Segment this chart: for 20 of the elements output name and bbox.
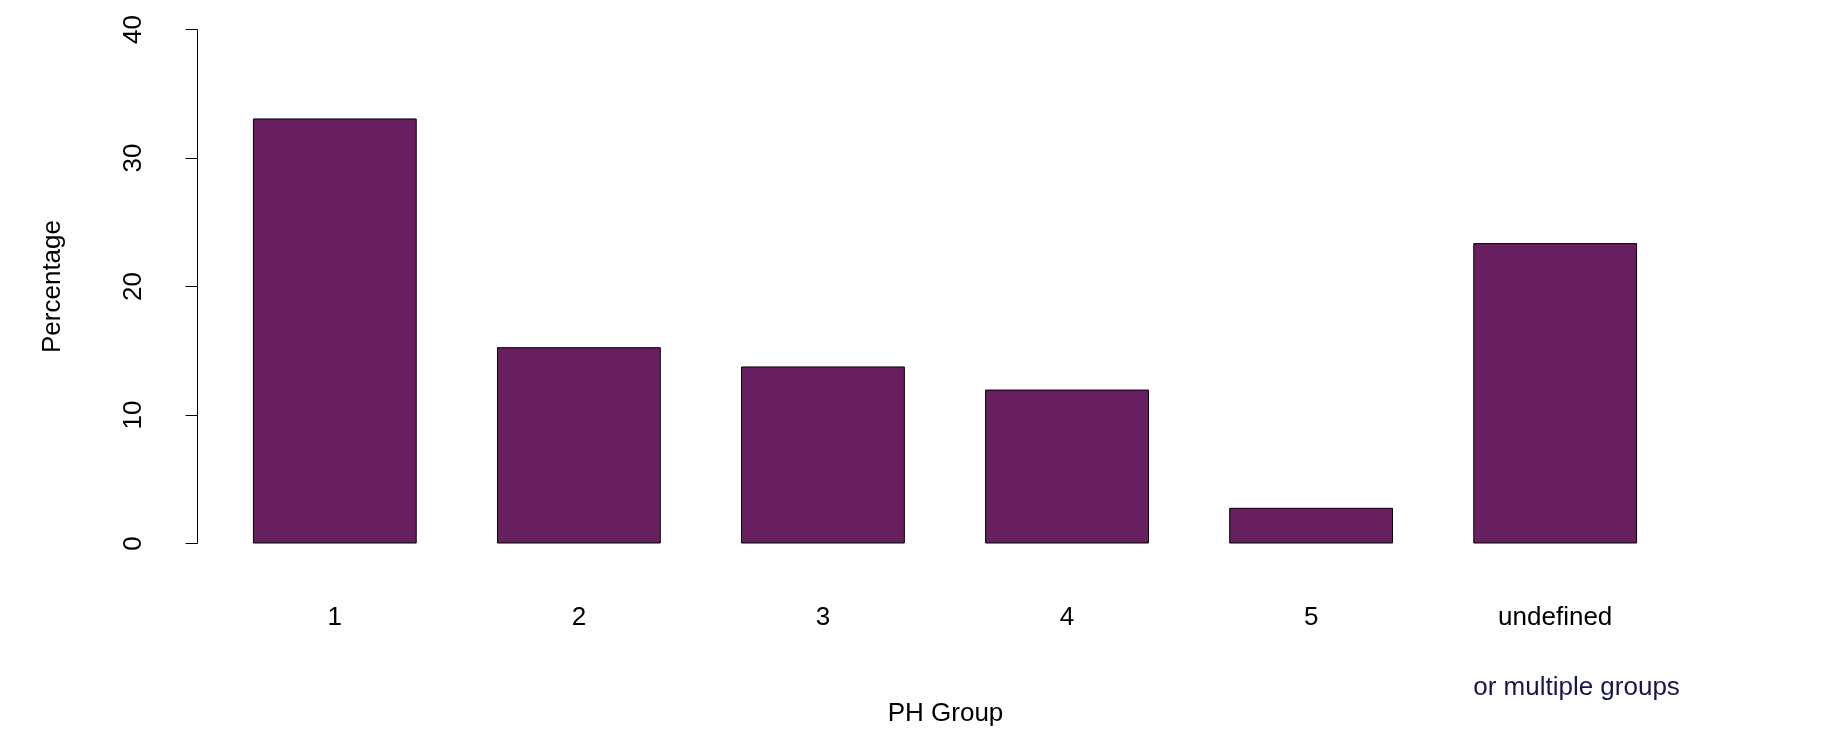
y-tick-label: 40	[116, 15, 147, 44]
x-tick-label: 3	[815, 600, 831, 631]
y-axis-title: Percentage	[35, 220, 66, 353]
y-tick-label: 30	[116, 143, 147, 173]
y-tick-label: 10	[116, 400, 147, 430]
bar	[1473, 243, 1638, 544]
x-axis-title: PH Group	[887, 696, 1004, 727]
bar	[252, 118, 417, 544]
y-tick-label: 20	[116, 272, 147, 301]
bar	[1229, 507, 1394, 544]
x-tick-label: 1	[327, 600, 343, 631]
bar	[496, 347, 661, 544]
text: or multiple groups	[1473, 671, 1680, 701]
bar	[741, 366, 905, 544]
x-tick-label: undefined	[1498, 600, 1613, 631]
x-tick-label: 4	[1059, 600, 1075, 631]
y-tick-label: 0	[116, 536, 147, 551]
bar	[985, 389, 1149, 544]
x-tick-label: 2	[571, 600, 587, 631]
x-tick-label: 5	[1303, 600, 1319, 631]
